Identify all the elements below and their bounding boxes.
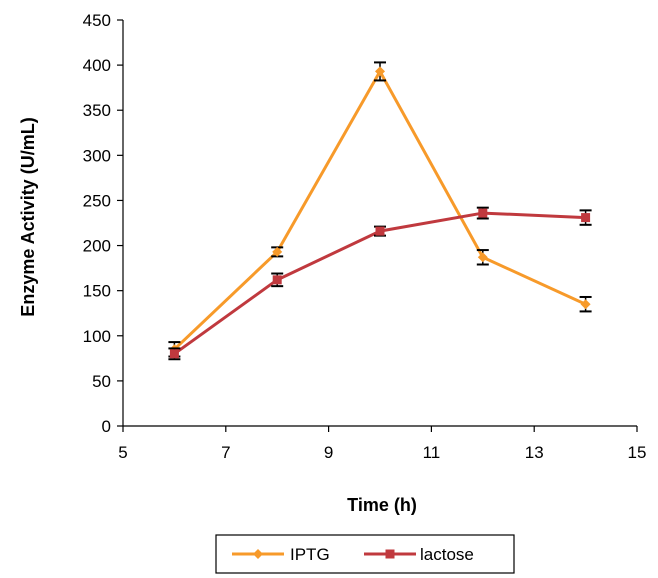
legend-entry-iptg: IPTG	[232, 545, 330, 564]
data-point	[375, 66, 385, 77]
series-lactose	[168, 206, 592, 361]
series-iptg	[168, 61, 592, 358]
y-tick-label: 0	[102, 417, 111, 436]
data-point	[478, 208, 488, 218]
tick-labels: 0 50 100 150 200 250 300 350 400 450 5 7 9 11 13 15	[83, 11, 647, 462]
legend-swatch-marker	[385, 549, 395, 559]
y-tick-label: 300	[83, 146, 111, 165]
legend-entry-lactose: lactose	[364, 545, 474, 564]
x-axis-title: Time (h)	[347, 495, 417, 515]
data-point	[580, 299, 591, 310]
data-point	[581, 213, 591, 223]
legend-swatch-marker	[253, 549, 263, 559]
data-point	[375, 226, 385, 236]
x-tick-label: 9	[324, 443, 333, 462]
x-tick-label: 11	[423, 443, 441, 462]
x-tick-label: 5	[118, 443, 127, 462]
y-axis-title: Enzyme Activity (U/mL)	[18, 117, 38, 316]
series-layer	[168, 61, 592, 361]
y-tick-label: 350	[83, 101, 111, 120]
y-tick-label: 50	[92, 372, 111, 391]
axes	[117, 19, 638, 432]
x-tick-label: 15	[628, 443, 647, 462]
y-tick-label: 250	[83, 191, 111, 210]
x-tick-label: 13	[525, 443, 544, 462]
data-point	[169, 349, 179, 359]
data-point	[272, 275, 282, 285]
x-tick-label: 7	[221, 443, 230, 462]
y-tick-label: 100	[83, 327, 111, 346]
y-tick-label: 450	[83, 11, 111, 30]
legend-label: lactose	[420, 545, 474, 564]
data-point	[477, 252, 488, 263]
legend-label: IPTG	[290, 545, 330, 564]
data-point	[272, 246, 283, 257]
y-tick-label: 400	[83, 56, 111, 75]
y-tick-label: 150	[83, 282, 111, 301]
legend: IPTG lactose	[215, 534, 515, 574]
y-tick-label: 200	[83, 237, 111, 256]
